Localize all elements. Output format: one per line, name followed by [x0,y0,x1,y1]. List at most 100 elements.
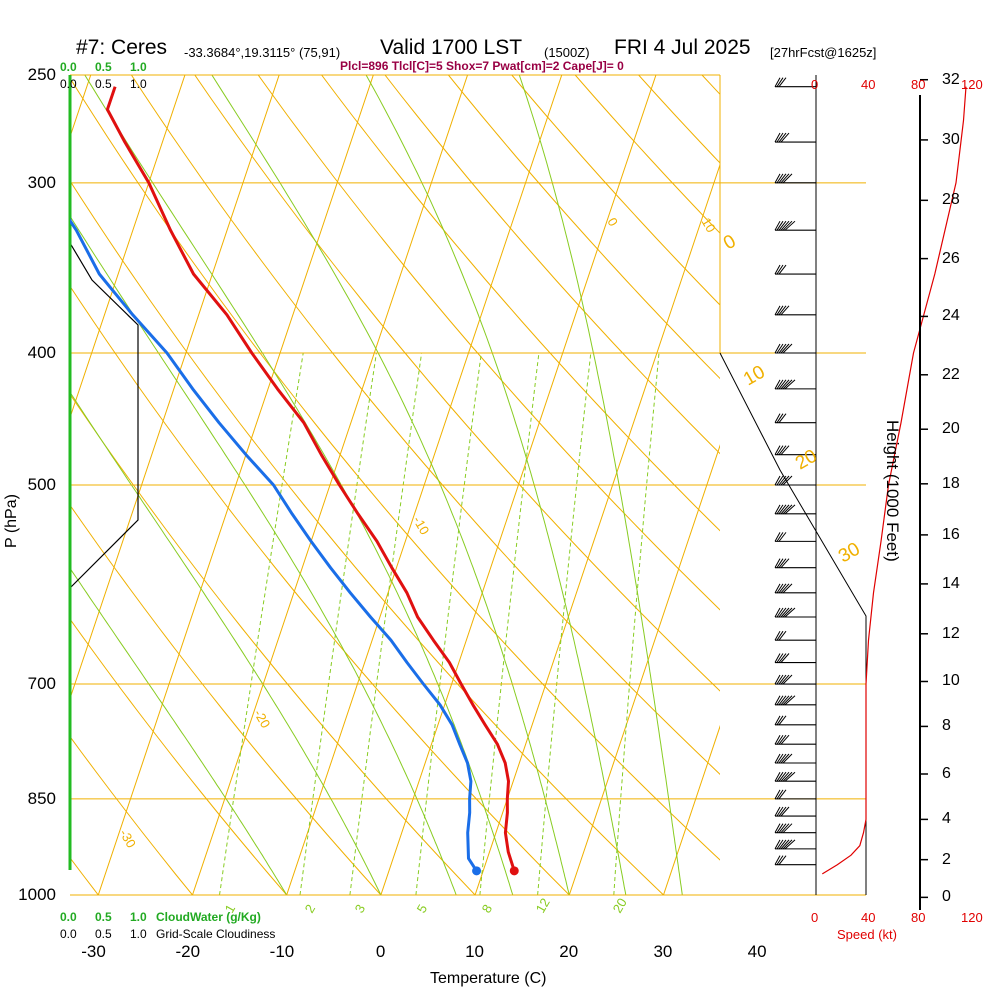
mixing-ratio-label: 20 [610,895,630,915]
wind-barb-flag [778,413,787,423]
mixing-ratio-label: 3 [352,902,369,916]
pressure-tick-label: 250 [27,65,56,84]
isotherm-line [474,163,720,895]
wind-barb-flag [774,630,781,641]
isotherm-label: 0 [604,215,621,229]
dewpoint-profile-surface-point [472,866,482,876]
dry-adiabat-label: 0 [720,231,740,254]
cloudiness-tick-bottom: 0.5 [95,927,112,941]
dewpoint-profile-line [70,217,478,872]
isotherm-line [380,75,657,895]
wind-barb-flag [780,220,790,231]
wind-barb-flag [778,695,787,706]
wind-barb-flag [778,77,787,88]
wind-barb-flag [776,823,784,833]
wind-barb-flag [778,771,787,782]
wind-barb-flag [778,607,787,618]
dry-adiabat-label: 30 [835,539,864,568]
wind-barb-flag [774,132,781,143]
wind-barb-flag [774,839,781,850]
wind-barb-flag [778,475,787,486]
wind-barb-flag [780,475,790,486]
wind-barb-flag [776,734,784,745]
speed-tick-label-top: 80 [911,77,926,92]
speed-tick-label-bottom: 120 [961,910,983,925]
moist-adiabat-line [365,75,627,895]
wind-barb-flag [780,823,790,834]
wind-barb-flag [778,839,787,850]
wind-barb-flag [776,715,784,726]
speed-tick-label-top: 120 [961,77,983,92]
wind-barb-flag [778,504,787,515]
wind-barb-flag [774,715,781,726]
wind-barb-flag [782,504,793,515]
wind-barb-flag [778,379,787,390]
height-tick-label: 14 [942,574,960,592]
wind-barb-flag [778,715,787,726]
wind-barb-flag [780,504,790,515]
wind-barb-flag [774,558,781,568]
pressure-tick-label: 1000 [18,885,56,904]
speed-tick-label-bottom: 0 [811,910,819,925]
stability-indices: Plcl=896 Tlcl[C]=5 Shox=7 Pwat[cm]=2 Cap… [340,59,624,73]
wind-barb-flag [776,839,784,850]
wind-barb-flag [778,855,787,865]
wind-barb-flag [782,475,793,486]
wind-barb-flag [784,379,796,390]
moist-adiabat-line [70,391,382,895]
wind-barb-flag [780,674,790,685]
wind-barb-flag [776,607,784,618]
isotherm-label: 10 [699,215,719,235]
wind-barb-flag [782,771,793,782]
wind-barb-flag [778,583,787,594]
height-tick-label: 4 [942,810,951,828]
wind-barb-flag [774,771,781,782]
wind-barb-flag [780,379,790,390]
wind-barb-flag [774,77,781,87]
height-tick-label: 22 [942,365,960,383]
wind-barb-flag [776,475,784,486]
height-tick-label: 2 [942,850,951,868]
height-tick-label: 6 [942,764,951,782]
wind-barb-flag [776,445,784,455]
wind-barb-flag [774,823,781,833]
wind-barb-flag [782,607,793,618]
wind-barb-flag [774,445,781,455]
cloud-water-tick-top: 0.5 [95,60,112,74]
wind-barb-flag [782,753,793,764]
wind-barb-flag [780,343,790,354]
temperature-tick-label: -10 [269,942,295,961]
wind-barb-flag [778,305,787,316]
wind-barb-flag [774,305,781,316]
cloudiness-tick-top: 0.0 [60,77,77,91]
cloudiness-profile [69,242,139,589]
wind-barb-flag [778,173,787,184]
cloud-water-tick-bottom: 1.0 [130,910,147,924]
pressure-tick-label: 300 [27,172,56,192]
wind-panel-boundary [719,352,867,895]
height-tick-label: 10 [942,672,960,690]
wind-speed-profile [821,86,967,875]
wind-barb-flag [774,607,781,618]
pressure-tick-label: 700 [27,674,56,694]
wind-barb-flag [778,674,787,685]
wind-barb-flag [782,220,793,231]
mixing-ratio-line [349,352,423,895]
chart-title: #7: Ceres -33.3684°,19.3115° (75,91) Val… [0,30,1000,62]
pressure-tick-label: 400 [27,343,56,362]
cloud-water-tick-bottom: 0.5 [95,910,112,924]
mixing-ratio-line [479,352,540,895]
height-tick-label: 28 [942,191,960,209]
wind-barb-flag [774,220,781,231]
pressure-tick-label: 850 [27,788,56,808]
temperature-tick-label: -20 [175,942,201,961]
mixing-ratio-line [219,352,304,895]
station-name: #7: Ceres [76,36,168,59]
wind-barb-flag [776,504,784,515]
wind-barb-flag [782,839,793,850]
wind-barb-flag [782,695,793,706]
temperature-tick-label: 30 [653,942,673,961]
wind-barb-flag [774,674,781,685]
wind-barb-flag [780,753,790,764]
